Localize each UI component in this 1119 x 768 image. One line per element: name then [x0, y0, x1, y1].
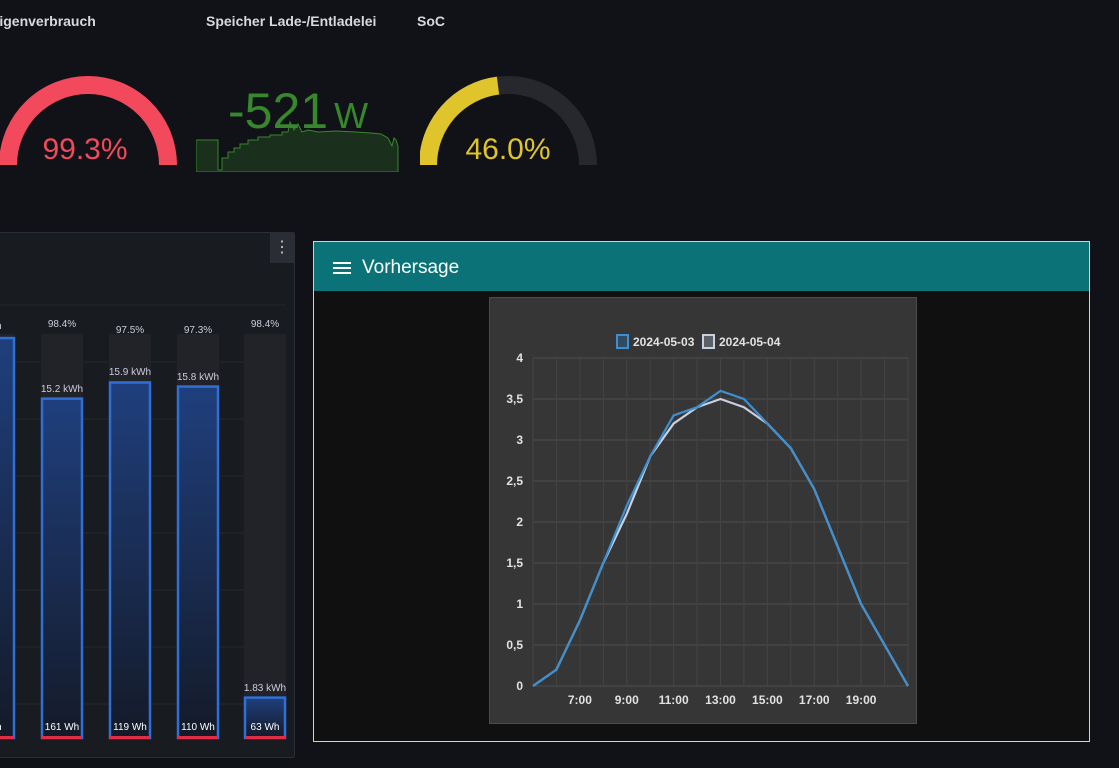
bar-percent-label: 98.4% [47, 319, 77, 330]
bar-bottom-value: Wh [0, 722, 19, 733]
vorhersage-header: Vorhersage [314, 242, 1089, 291]
soc-value: 46.0% [465, 133, 551, 166]
x-tick-label: 13:00 [705, 693, 736, 707]
forecast-plot: 0 0,5 1 1,5 2 2,5 3 3,5 4 7:00 9:00 11:00 13:00 15:00… [506, 351, 909, 707]
y-tick-label: 2 [516, 515, 523, 529]
y-tick-label: 1 [516, 597, 523, 611]
bar-consumption-marker [178, 736, 218, 739]
eigenverbrauch-gauge [0, 76, 177, 166]
bar-top-value: 15.2 kWh [40, 383, 84, 395]
bar-top-value: 15.9 kWh [108, 367, 152, 379]
y-tick-label: 0 [516, 679, 523, 693]
bar-consumption-marker [42, 736, 82, 739]
legend-item-0[interactable]: 2024-05-03 [616, 334, 694, 349]
bar-percent-label: 98.4% [250, 319, 280, 330]
legend-label-1: 2024-05-04 [719, 335, 781, 349]
bar[interactable] [176, 385, 220, 740]
bar-bottom-value: 119 Wh [113, 722, 147, 733]
x-tick-label: 11:00 [659, 693, 689, 707]
x-tick-label: 9:00 [615, 693, 639, 707]
x-tick-label: 17:00 [799, 693, 830, 707]
x-tick-label: 7:00 [568, 693, 592, 707]
bar-bottom-value: 161 Wh [44, 722, 80, 733]
bar-top-value: 15.8 kWh [176, 371, 220, 383]
eigenverbrauch-gauge-track [0, 76, 177, 166]
bar[interactable] [243, 696, 287, 740]
bar[interactable] [108, 381, 152, 740]
bar-consumption-marker [110, 736, 150, 739]
soc-gauge-fill [420, 76, 500, 166]
bar-percent-label: 97.3% [183, 325, 213, 336]
hamburger-menu-icon[interactable] [333, 262, 351, 274]
bar-bottom-value: 110 Wh [181, 722, 215, 733]
forecast-chart: 2024-05-03 2024-05-04 0 0,5 1 1,5 2 2,5 3 3,5 4 7… [489, 297, 917, 724]
x-tick-label: 15:00 [752, 693, 783, 707]
legend-swatch-1 [702, 334, 715, 349]
bar-background [244, 334, 286, 738]
eigenverbrauch-value: 99.3% [42, 133, 128, 166]
legend-swatch-0 [616, 334, 629, 349]
speicher-sparkline [196, 120, 399, 172]
legend-label-0: 2024-05-03 [633, 335, 695, 349]
bar-bottom-value: 63 Wh [250, 722, 280, 733]
x-tick-label: 19:00 [846, 693, 877, 707]
speicher-title: Speicher Lade-/Entladeleistung [206, 13, 376, 29]
vorhersage-title: Vorhersage [362, 257, 460, 278]
bar[interactable] [40, 397, 84, 740]
bar-consumption-marker [0, 736, 14, 739]
bar[interactable] [0, 336, 16, 740]
vorhersage-panel: Vorhersage 2024-05-03 2024-05-04 0 0,5 1 1,… [313, 241, 1090, 742]
y-tick-label: 4 [516, 351, 523, 365]
y-tick-label: 2,5 [506, 474, 523, 488]
bar-percent-label: 97.5% [115, 325, 145, 336]
y-tick-label: 3,5 [506, 392, 523, 406]
speicher-stat: -521 W [228, 82, 368, 140]
y-tick-label: 0,5 [506, 638, 523, 652]
bar-chart-svg [0, 304, 287, 740]
series-line-0 [532, 389, 909, 687]
soc-title: SoC [417, 13, 445, 29]
panel-menu-icon[interactable]: ⋮ [270, 233, 294, 263]
legend-item-1[interactable]: 2024-05-04 [702, 334, 780, 349]
bar-top-value: Wh [0, 321, 23, 332]
bar-consumption-marker [245, 736, 285, 739]
y-tick-label: 1,5 [506, 556, 523, 570]
speicher-value: -521 [228, 83, 329, 139]
eigenverbrauch-title: Eigenverbrauch [0, 13, 96, 29]
speicher-unit: W [334, 95, 369, 136]
soc-gauge [420, 76, 597, 166]
bar-top-value: 1.83 kWh [243, 682, 287, 694]
y-tick-label: 3 [516, 433, 523, 447]
